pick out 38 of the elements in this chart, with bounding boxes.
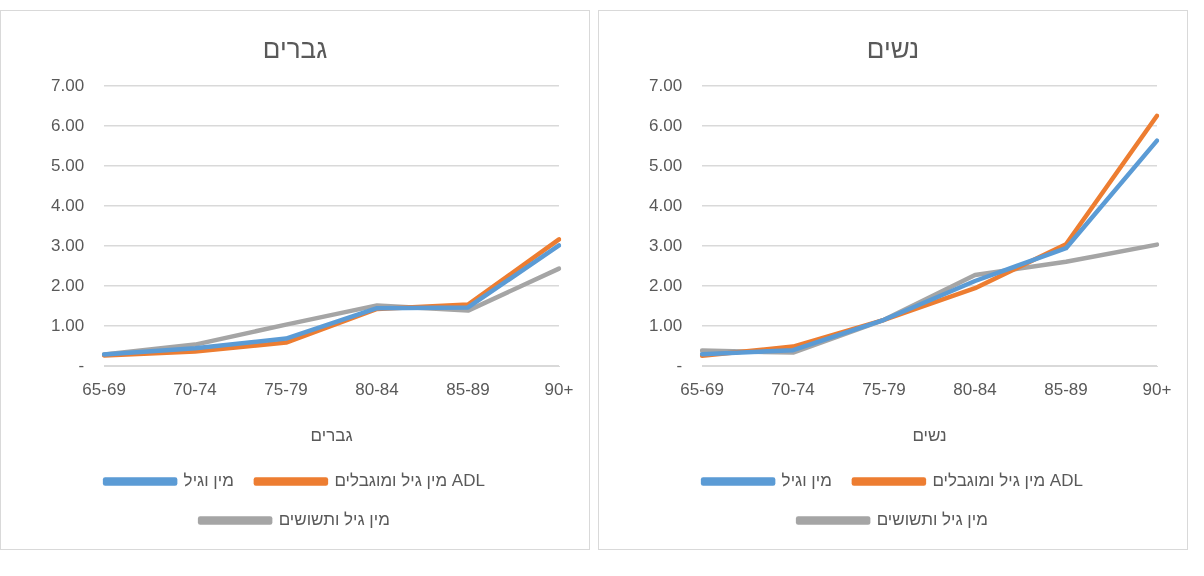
y-tick-label: -: [676, 355, 683, 375]
y-tick-label: 2.00: [50, 275, 85, 295]
x-axis-title: נשים: [912, 426, 947, 446]
x-tick-label: 85-89: [446, 380, 490, 400]
x-tick-label: 80-84: [355, 380, 399, 400]
x-tick-label: 65-69: [680, 380, 724, 400]
x-axis-title: גברים: [310, 426, 353, 446]
x-tick-label: 70-74: [173, 380, 217, 400]
y-tick-label: 5.00: [50, 155, 85, 175]
y-tick-label: 1.00: [50, 315, 85, 335]
x-tick-label: 75-79: [264, 380, 308, 400]
x-tick-label: 70-74: [771, 380, 815, 400]
x-tick-label: 75-79: [862, 380, 906, 400]
y-tick-label: 7.00: [648, 75, 683, 95]
y-tick-label: 1.00: [648, 315, 683, 335]
y-tick-label: 3.00: [50, 235, 85, 255]
y-tick-label: 4.00: [648, 195, 683, 215]
y-tick-label: 6.00: [50, 115, 85, 135]
y-tick-label: 3.00: [648, 235, 683, 255]
legend-label: מין וגיל: [183, 471, 234, 491]
y-tick-label: 7.00: [50, 75, 85, 95]
legend-label: מין וגיל: [781, 471, 832, 491]
legend-label: מין גיל ומוגבלים ADL: [932, 471, 1083, 491]
chart-title: גברים: [262, 33, 328, 64]
y-tick-label: -: [78, 355, 85, 375]
chart-title: נשים: [866, 33, 920, 64]
legend-label: מין גיל ומוגבלים ADL: [334, 471, 485, 491]
y-tick-label: 6.00: [648, 115, 683, 135]
x-tick-label: 90+: [1142, 380, 1172, 400]
x-tick-label: 85-89: [1044, 380, 1088, 400]
legend-label: מין גיל ותשושים: [278, 510, 390, 530]
legend-label: מין גיל ותשושים: [876, 510, 988, 530]
x-tick-label: 90+: [544, 380, 574, 400]
y-tick-label: 4.00: [50, 195, 85, 215]
x-tick-label: 65-69: [82, 380, 126, 400]
x-tick-label: 80-84: [953, 380, 997, 400]
y-tick-label: 5.00: [648, 155, 683, 175]
y-tick-label: 2.00: [648, 275, 683, 295]
